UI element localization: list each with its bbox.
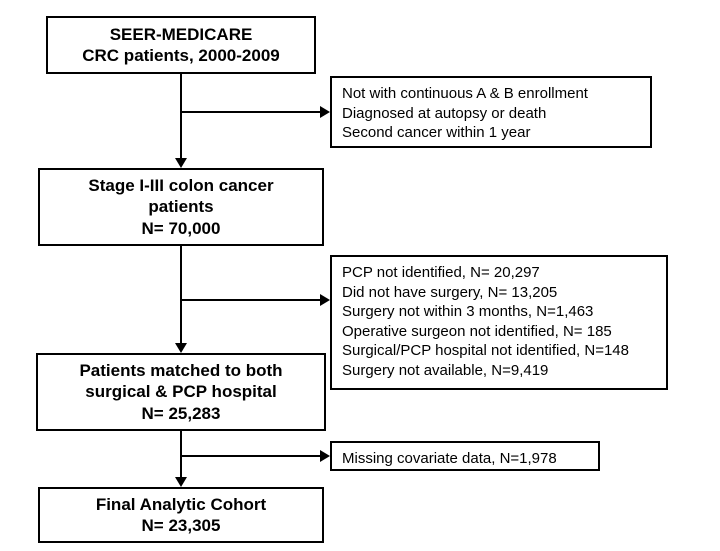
node-text: Patients matched to both	[79, 360, 282, 381]
arrow-head	[175, 343, 187, 353]
exclusion-text: Did not have surgery, N= 13,205	[342, 283, 656, 303]
exclusion-text: Operative surgeon not identified, N= 185	[342, 322, 656, 342]
arrow-head	[320, 294, 330, 306]
arrow-head	[320, 106, 330, 118]
flow-node-n3: Patients matched to bothsurgical & PCP h…	[36, 353, 326, 431]
exclusion-box-e3: Missing covariate data, N=1,978	[330, 441, 600, 471]
node-text: N= 25,283	[142, 403, 221, 424]
node-text: Final Analytic Cohort	[96, 494, 266, 515]
exclusion-text: Second cancer within 1 year	[342, 123, 640, 143]
node-text: surgical & PCP hospital	[85, 381, 276, 402]
exclusion-text: Surgery not available, N=9,419	[342, 361, 656, 381]
node-text: SEER-MEDICARE	[110, 24, 253, 45]
exclusion-text: Missing covariate data, N=1,978	[342, 449, 588, 469]
arrow-head	[175, 158, 187, 168]
node-text: CRC patients, 2000-2009	[82, 45, 279, 66]
node-text: N= 70,000	[142, 218, 221, 239]
node-text: N= 23,305	[142, 515, 221, 536]
flow-node-n2: Stage I-III colon cancerpatientsN= 70,00…	[38, 168, 324, 246]
flow-node-n4: Final Analytic CohortN= 23,305	[38, 487, 324, 543]
exclusion-box-e2: PCP not identified, N= 20,297Did not hav…	[330, 255, 668, 390]
arrow-head	[320, 450, 330, 462]
exclusion-text: Surgery not within 3 months, N=1,463	[342, 302, 656, 322]
flow-node-n1: SEER-MEDICARECRC patients, 2000-2009	[46, 16, 316, 74]
node-text: patients	[148, 196, 213, 217]
exclusion-box-e1: Not with continuous A & B enrollmentDiag…	[330, 76, 652, 148]
exclusion-text: PCP not identified, N= 20,297	[342, 263, 656, 283]
exclusion-text: Surgical/PCP hospital not identified, N=…	[342, 341, 656, 361]
node-text: Stage I-III colon cancer	[88, 175, 273, 196]
arrow-head	[175, 477, 187, 487]
exclusion-text: Not with continuous A & B enrollment	[342, 84, 640, 104]
exclusion-text: Diagnosed at autopsy or death	[342, 104, 640, 124]
